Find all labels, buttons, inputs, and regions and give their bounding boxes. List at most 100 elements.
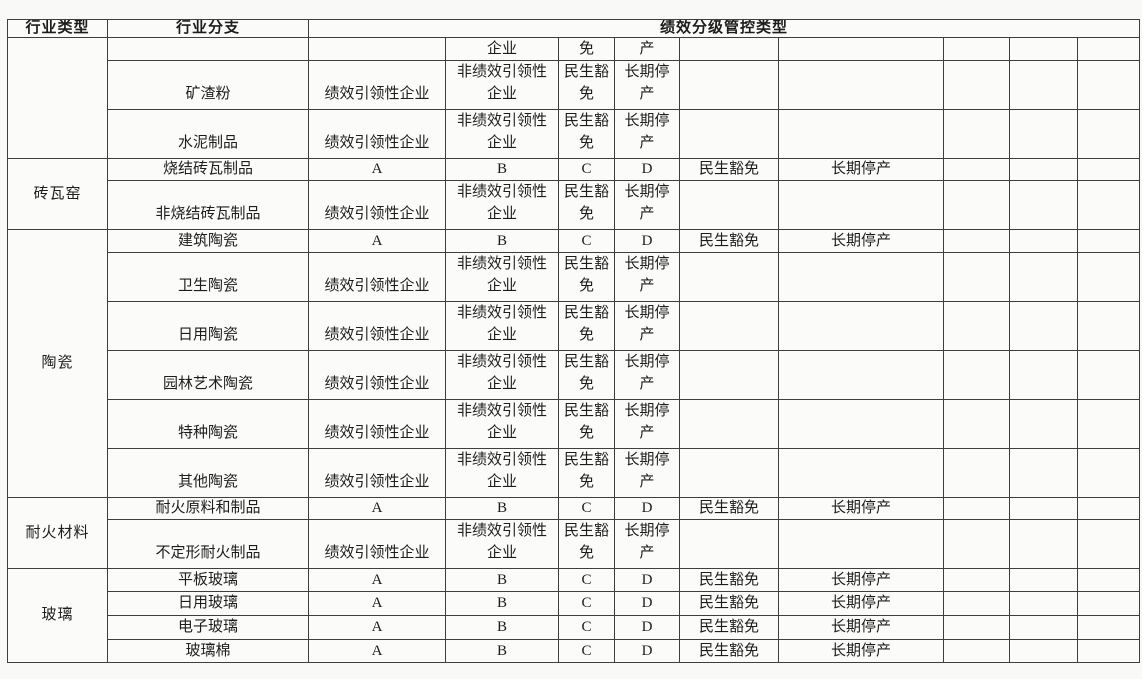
industry-branch-cell: 矿渣粉 [107,60,309,110]
control-type-cell [1076,568,1141,592]
control-type-cell [778,252,944,302]
table-row: 不定形耐火制品 绩效引领性企业 非绩效引领性企业 民生豁免 长期停产 [8,519,1141,569]
wrapped-label: 长期停产 [624,256,670,294]
control-type-cell: B [445,568,559,592]
table-row: 日用陶瓷 绩效引领性企业 非绩效引领性企业 民生豁免 长期停产 [8,301,1141,351]
table-row: 其他陶瓷 绩效引领性企业 非绩效引领性企业 民生豁免 长期停产 [8,448,1141,498]
control-type-cell [943,350,1010,400]
control-type-cell [1009,615,1078,640]
industry-type-cell: 耐火材料 [7,497,108,569]
control-type-cell: B [445,229,559,253]
wrapped-label: 长期停产 [624,113,670,151]
control-type-cell: B [445,615,559,640]
table-row: 玻璃棉 A B C D 民生豁免 长期停产 [8,639,1141,663]
wrapped-label: 长期停产 [624,64,670,102]
control-type-cell: D [614,568,680,592]
control-type-cell: 民生豁免 [558,350,615,400]
control-type-cell: 长期停产 [614,180,680,230]
table-row: 玻璃 平板玻璃 A B C D 民生豁免 长期停产 [7,568,1141,663]
control-type-cell: A [308,639,446,663]
industry-branch-cell: 日用陶瓷 [107,301,309,351]
control-type-cell: 民生豁免 [558,109,615,159]
control-type-cell: 免 [558,37,615,61]
wrapped-label: 民生豁免 [563,523,609,561]
control-type-cell [943,591,1010,616]
control-type-cell [1076,252,1141,302]
control-type-cell [943,158,1010,181]
control-type-cell: 长期停产 [614,60,680,110]
control-type-cell: 长期停产 [614,301,680,351]
control-type-cell: 民生豁免 [679,615,779,640]
control-type-cell: 长期停产 [778,591,944,616]
control-type-cell: A [308,568,446,592]
control-type-cell: A [308,615,446,640]
control-type-cell: 非绩效引领性企业 [445,448,559,498]
industry-branch-cell [107,37,309,61]
header-industry-branch: 行业分支 [107,19,309,38]
control-type-cell: 绩效引领性企业 [308,301,446,351]
control-type-cell [1076,350,1141,400]
control-type-cell: B [445,639,559,663]
control-type-cell [679,252,779,302]
control-type-cell [1076,109,1141,159]
control-type-cell [1076,615,1141,640]
control-type-cell [1076,519,1141,569]
control-type-cell: D [614,591,680,616]
table-row: 电子玻璃 A B C D 民生豁免 长期停产 [8,615,1141,640]
control-type-cell [1076,229,1141,253]
control-type-cell [1009,497,1078,520]
table-row: 砖瓦窑 烧结砖瓦制品 A B C D 民生豁免 长期停产 [7,158,1141,230]
control-type-cell: D [614,158,680,181]
control-type-cell: B [445,158,559,181]
table-row: 陶瓷 建筑陶瓷 A B C D 民生豁免 长期停产 [7,229,1141,498]
wrapped-label: 民生豁免 [563,452,609,490]
industry-branch-cell: 不定形耐火制品 [107,519,309,569]
control-type-cell: 长期停产 [614,448,680,498]
control-type-cell [943,615,1010,640]
control-type-cell: C [558,591,615,616]
control-type-cell [679,180,779,230]
industry-branch-cell: 非烧结砖瓦制品 [107,180,309,230]
control-type-cell: C [558,639,615,663]
control-type-cell: 绩效引领性企业 [308,448,446,498]
control-type-cell [943,448,1010,498]
wrapped-label: 长期停产 [624,523,670,561]
control-type-cell [679,448,779,498]
table-row: 园林艺术陶瓷 绩效引领性企业 非绩效引领性企业 民生豁免 长期停产 [8,350,1141,400]
control-type-cell: C [558,615,615,640]
control-type-cell: D [614,615,680,640]
control-type-cell [1009,180,1078,230]
industry-branch-cell: 耐火原料和制品 [107,497,309,520]
control-type-cell [1009,301,1078,351]
control-type-cell: D [614,229,680,253]
wrapped-label: 长期停产 [624,184,670,222]
control-type-cell: 民生豁免 [679,229,779,253]
control-type-cell: C [558,568,615,592]
header-industry-type: 行业类型 [7,19,108,38]
control-type-cell [943,519,1010,569]
control-type-cell: 民生豁免 [558,60,615,110]
control-type-cell: 绩效引领性企业 [308,60,446,110]
wrapped-label: 长期停产 [624,403,670,441]
control-type-cell: 民生豁免 [679,497,779,520]
table-row: 日用玻璃 A B C D 民生豁免 长期停产 [8,591,1141,616]
control-type-cell [1076,158,1141,181]
industry-branch-cell: 园林艺术陶瓷 [107,350,309,400]
control-type-cell: 长期停产 [614,519,680,569]
control-type-cell [1076,497,1141,520]
wrapped-label: 非绩效引领性企业 [456,305,547,343]
industry-type-cell [7,37,108,159]
control-type-cell: 非绩效引领性企业 [445,109,559,159]
table-row: 企业免产 [7,37,1141,159]
table-header-row: 行业类型 行业分支 绩效分级管控类型 [7,19,1141,38]
control-type-cell [1009,37,1078,61]
control-type-cell: 民生豁免 [558,301,615,351]
control-type-cell: 长期停产 [778,229,944,253]
control-type-cell [679,301,779,351]
control-type-cell [943,252,1010,302]
control-type-cell: 长期停产 [778,497,944,520]
control-type-cell [943,639,1010,663]
wrapped-label: 长期停产 [624,305,670,343]
control-type-cell [1009,448,1078,498]
